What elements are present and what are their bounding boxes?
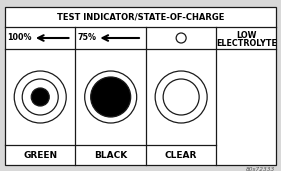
Text: 80s72333: 80s72333 xyxy=(246,167,275,171)
Circle shape xyxy=(14,71,66,123)
Text: LOW: LOW xyxy=(236,30,257,40)
Text: ELECTROLYTE: ELECTROLYTE xyxy=(216,38,277,48)
Circle shape xyxy=(155,71,207,123)
Circle shape xyxy=(176,33,186,43)
Text: CLEAR: CLEAR xyxy=(165,150,197,160)
Text: TEST INDICATOR/STATE-OF-CHARGE: TEST INDICATOR/STATE-OF-CHARGE xyxy=(57,12,224,22)
Circle shape xyxy=(85,71,137,123)
Circle shape xyxy=(22,79,58,115)
Circle shape xyxy=(91,77,131,117)
Circle shape xyxy=(31,88,49,106)
Text: 100%: 100% xyxy=(7,34,31,43)
Circle shape xyxy=(163,79,199,115)
Text: BLACK: BLACK xyxy=(94,150,127,160)
Text: 75%: 75% xyxy=(78,34,96,43)
Text: GREEN: GREEN xyxy=(23,150,57,160)
